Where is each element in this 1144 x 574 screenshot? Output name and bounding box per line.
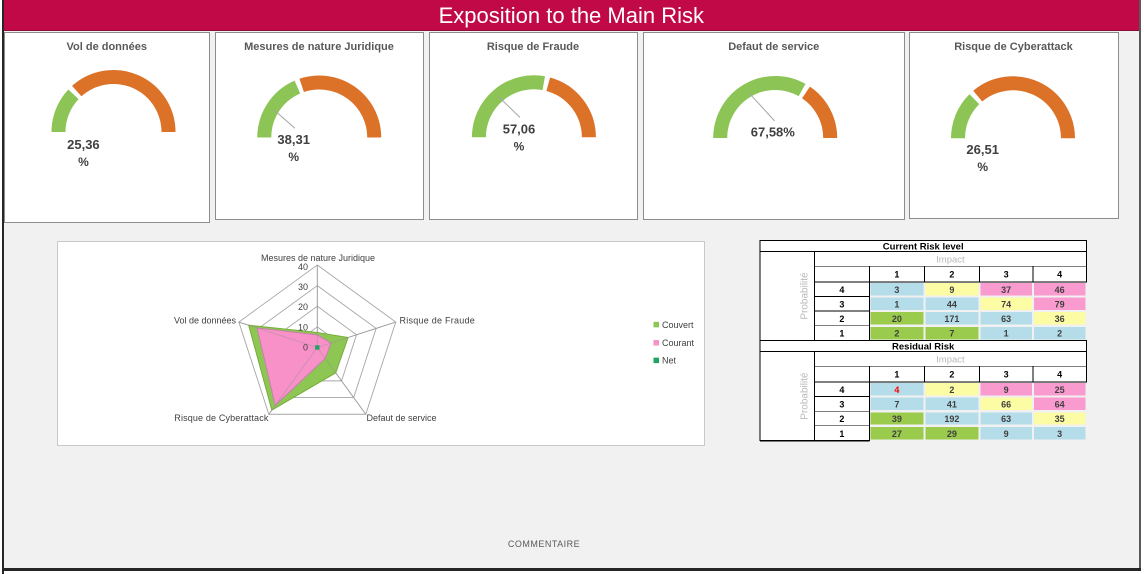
svg-text:%: %	[78, 155, 89, 169]
svg-text:10: 10	[298, 322, 308, 332]
svg-text:%: %	[514, 140, 525, 154]
svg-text:74: 74	[1001, 299, 1011, 309]
svg-text:Probabilité: Probabilité	[799, 272, 810, 320]
svg-text:63: 63	[1001, 314, 1011, 324]
svg-text:3: 3	[1004, 370, 1009, 380]
svg-text:Impact: Impact	[936, 354, 965, 365]
svg-text:1: 1	[839, 329, 844, 339]
svg-text:2: 2	[949, 385, 954, 395]
svg-text:7: 7	[894, 399, 899, 409]
svg-text:38,31: 38,31	[277, 132, 310, 147]
svg-text:9: 9	[949, 285, 954, 295]
svg-text:Current Risk level: Current Risk level	[883, 241, 964, 252]
svg-text:4: 4	[1057, 270, 1062, 280]
svg-text:%: %	[977, 160, 988, 174]
svg-text:4: 4	[839, 385, 844, 395]
svg-text:1: 1	[839, 429, 844, 439]
svg-text:27: 27	[892, 429, 902, 439]
svg-text:57,06: 57,06	[503, 122, 536, 137]
svg-text:COMMENTAIRE: COMMENTAIRE	[508, 539, 580, 549]
svg-text:3: 3	[839, 399, 844, 409]
svg-text:2: 2	[1057, 329, 1062, 339]
svg-text:%: %	[288, 150, 299, 164]
svg-text:20: 20	[892, 314, 902, 324]
svg-text:Impact: Impact	[936, 254, 965, 265]
svg-text:2: 2	[894, 329, 899, 339]
svg-text:3: 3	[1057, 429, 1062, 439]
svg-text:39: 39	[892, 414, 902, 424]
svg-text:3: 3	[894, 285, 899, 295]
svg-text:Vol de données: Vol de données	[174, 316, 237, 326]
svg-text:171: 171	[944, 314, 959, 324]
svg-text:Net: Net	[662, 356, 677, 366]
svg-text:1: 1	[894, 299, 899, 309]
svg-text:9: 9	[1004, 385, 1009, 395]
svg-text:192: 192	[944, 414, 959, 424]
svg-text:Probabilité: Probabilité	[799, 372, 810, 420]
svg-text:20: 20	[298, 302, 308, 312]
svg-text:Couvert: Couvert	[662, 320, 694, 330]
svg-text:40: 40	[298, 262, 308, 272]
svg-text:26,51: 26,51	[966, 142, 999, 157]
svg-text:35: 35	[1055, 414, 1065, 424]
svg-text:4: 4	[894, 385, 899, 395]
svg-text:2: 2	[949, 270, 954, 280]
svg-text:Risque de Cyberattack: Risque de Cyberattack	[174, 413, 269, 423]
svg-text:4: 4	[839, 285, 844, 295]
svg-text:67,58%: 67,58%	[751, 125, 796, 140]
svg-text:79: 79	[1055, 299, 1065, 309]
svg-text:25: 25	[1055, 385, 1065, 395]
svg-text:37: 37	[1001, 285, 1011, 295]
svg-text:Defaut de service: Defaut de service	[367, 413, 437, 423]
svg-text:3: 3	[1004, 270, 1009, 280]
svg-text:36: 36	[1055, 314, 1065, 324]
svg-text:2: 2	[839, 414, 844, 424]
svg-text:1: 1	[894, 270, 899, 280]
svg-text:41: 41	[947, 399, 957, 409]
svg-text:Courant: Courant	[662, 338, 695, 348]
svg-text:1: 1	[1004, 329, 1009, 339]
svg-text:63: 63	[1001, 414, 1011, 424]
svg-text:1: 1	[894, 370, 899, 380]
svg-text:2: 2	[949, 370, 954, 380]
svg-text:Mesures de nature Juridique: Mesures de nature Juridique	[261, 253, 375, 263]
svg-text:30: 30	[298, 282, 308, 292]
svg-text:Risque de Fraude: Risque de Fraude	[400, 316, 476, 326]
svg-text:Residual Risk: Residual Risk	[892, 342, 955, 353]
svg-text:2: 2	[839, 314, 844, 324]
svg-text:64: 64	[1055, 399, 1065, 409]
svg-text:29: 29	[947, 429, 957, 439]
svg-text:25,36: 25,36	[67, 137, 100, 152]
svg-text:46: 46	[1055, 285, 1065, 295]
svg-text:7: 7	[949, 329, 954, 339]
svg-text:66: 66	[1001, 399, 1011, 409]
svg-text:4: 4	[1057, 370, 1062, 380]
svg-text:3: 3	[839, 299, 844, 309]
svg-text:0: 0	[303, 343, 308, 353]
svg-text:44: 44	[947, 299, 957, 309]
svg-text:9: 9	[1004, 429, 1009, 439]
